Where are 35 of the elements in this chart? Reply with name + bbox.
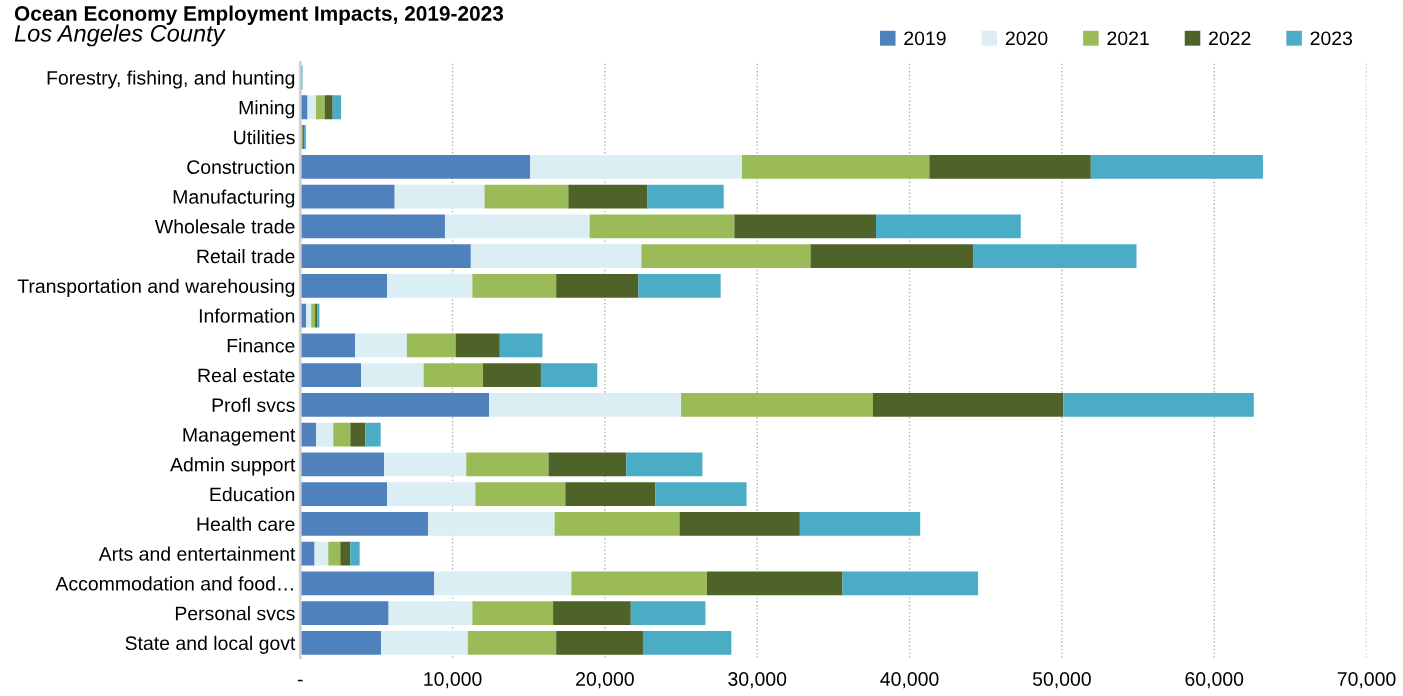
- x-tick-label: 50,000: [1032, 672, 1091, 689]
- chart-subtitle: Los Angeles County: [14, 24, 226, 47]
- y-tick-label: Finance: [227, 338, 295, 353]
- y-tick-label: Manufacturing: [173, 189, 295, 208]
- y-tick-label: Transportation and warehousing: [17, 278, 295, 297]
- x-tick-label: 20,000: [576, 672, 634, 689]
- legend-label: 2023: [1310, 31, 1353, 46]
- y-tick-label: Personal svcs: [175, 606, 295, 621]
- y-tick-label: Retail trade: [197, 249, 295, 264]
- y-tick-label: Accommodation and food…: [55, 576, 293, 591]
- y-tick-label: Utilities: [234, 129, 295, 145]
- y-tick-label: Admin support: [170, 457, 296, 476]
- legend-label: 2019: [904, 31, 946, 46]
- chart-title: Ocean Economy Employment Impacts, 2019-2023: [14, 5, 504, 25]
- legend-label: 2021: [1107, 31, 1149, 46]
- y-tick-label: Education: [210, 487, 295, 502]
- y-tick-label: Profl svcs: [212, 397, 295, 413]
- x-tick-label: 10,000: [424, 672, 482, 689]
- y-tick-label: Health care: [197, 516, 295, 532]
- y-tick-label: Arts and entertainment: [98, 546, 296, 561]
- legend-label: 2022: [1209, 31, 1251, 46]
- y-tick-label: Mining: [239, 100, 295, 119]
- y-tick-label: Management: [183, 428, 296, 446]
- y-tick-label: State and local govt: [125, 635, 296, 654]
- x-tick-label: -: [297, 679, 303, 682]
- y-tick-label: Construction: [187, 159, 295, 175]
- y-tick-label: Real estate: [198, 368, 295, 383]
- y-tick-label: Wholesale trade: [154, 219, 295, 234]
- y-tick-label: Forestry, fishing, and hunting: [47, 70, 295, 89]
- x-tick-label: 60,000: [1185, 672, 1244, 689]
- x-tick-label: 30,000: [728, 672, 787, 689]
- x-tick-label: 40,000: [880, 672, 939, 689]
- y-tick-label: Information: [199, 308, 295, 323]
- x-tick-label: 70,000: [1337, 672, 1396, 689]
- legend-label: 2020: [1005, 31, 1048, 46]
